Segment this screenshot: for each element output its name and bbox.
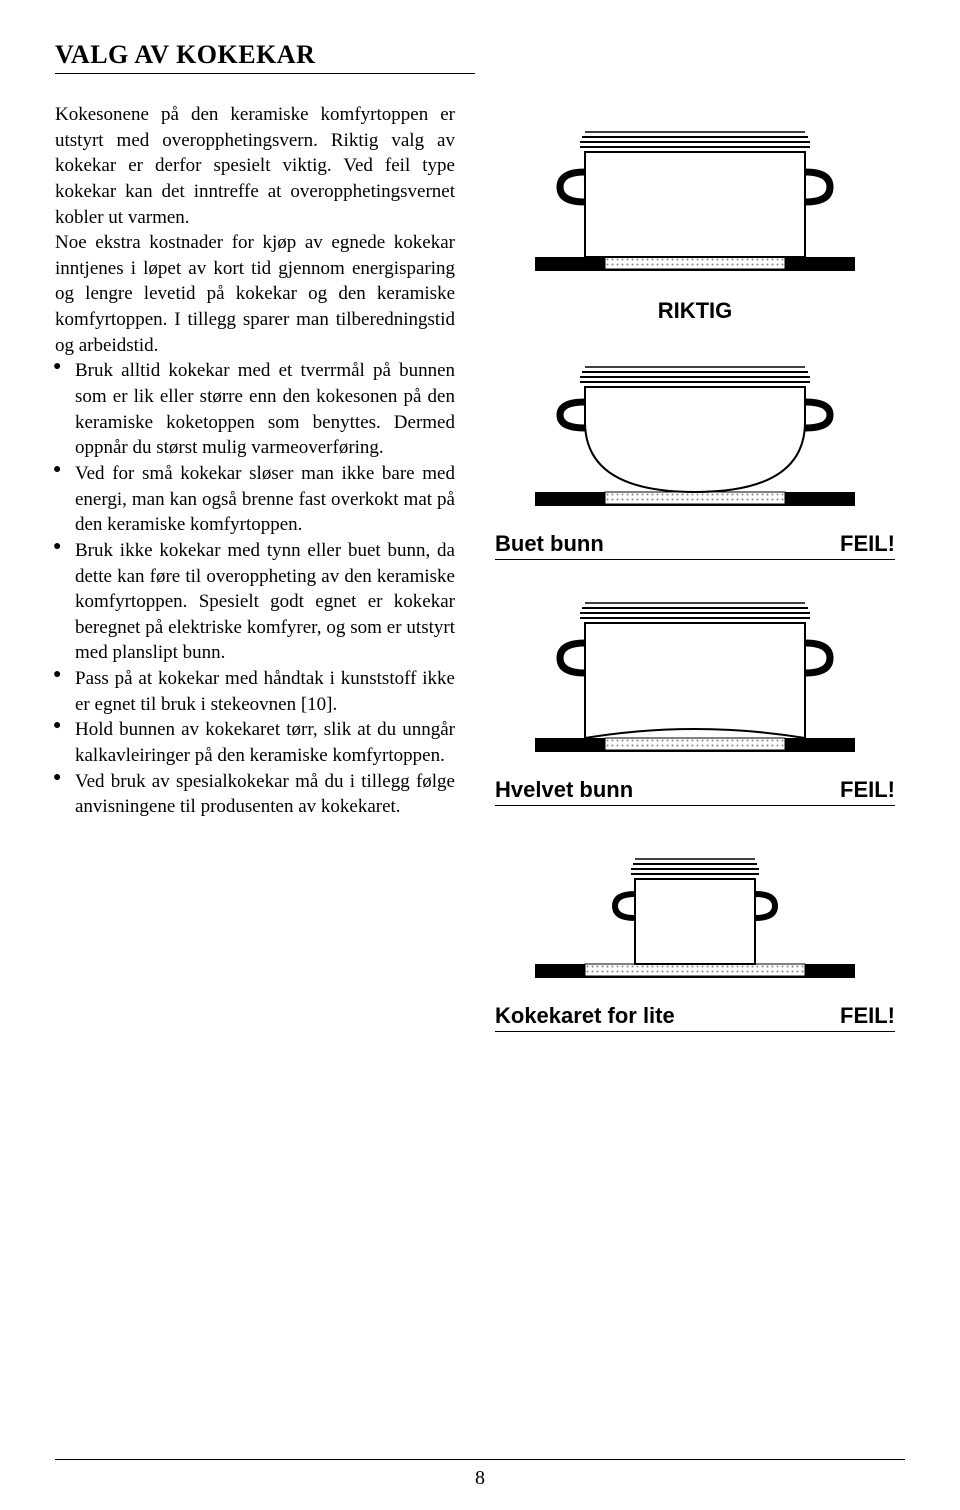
list-item: Ved for små kokekar sløser man ikke bare… (55, 461, 455, 538)
list-item: Bruk alltid kokekar med et tverrmål på b… (55, 358, 455, 461)
page-number: 8 (0, 1467, 960, 1490)
pot-curved-icon (525, 342, 865, 527)
caption-small-left: Kokekaret for lite (495, 1003, 675, 1029)
caption-convex-left: Hvelvet bunn (495, 777, 633, 803)
figure-too-small: Kokekaret for lite FEIL! (495, 824, 895, 1032)
caption-curved-left: Buet bunn (495, 531, 604, 557)
figure-curved-bottom: Buet bunn FEIL! (495, 342, 895, 560)
figure-correct: RIKTIG (495, 107, 895, 324)
footer-rule (55, 1459, 905, 1460)
bullet-list: Bruk alltid kokekar med et tverrmål på b… (55, 358, 455, 820)
list-item: Pass på at kokekar med håndtak i kunstst… (55, 666, 455, 717)
caption-small-right: FEIL! (840, 1003, 895, 1029)
pot-small-icon (525, 824, 865, 999)
content-columns: Kokesonene på den keramiske komfyrtoppen… (55, 102, 905, 1050)
figure-convex-bottom: Hvelvet bunn FEIL! (495, 578, 895, 806)
second-paragraph: Noe ekstra kostnader for kjøp av egnede … (55, 230, 455, 358)
caption-correct: RIKTIG (495, 298, 895, 324)
list-item: Bruk ikke kokekar med tynn eller buet bu… (55, 538, 455, 666)
intro-paragraph: Kokesonene på den keramiske komfyrtoppen… (55, 102, 455, 230)
pot-convex-icon (525, 578, 865, 773)
figure-column: RIKTIG Buet bunn FEIL! (495, 102, 895, 1050)
list-item: Ved bruk av spesialkokekar må du i tille… (55, 769, 455, 820)
caption-convex-right: FEIL! (840, 777, 895, 803)
caption-curved-right: FEIL! (840, 531, 895, 557)
list-item: Hold bunnen av kokekaret tørr, slik at d… (55, 717, 455, 768)
page-title: VALG AV KOKEKAR (55, 40, 475, 74)
pot-flat-icon (525, 107, 865, 292)
text-column: Kokesonene på den keramiske komfyrtoppen… (55, 102, 455, 1050)
